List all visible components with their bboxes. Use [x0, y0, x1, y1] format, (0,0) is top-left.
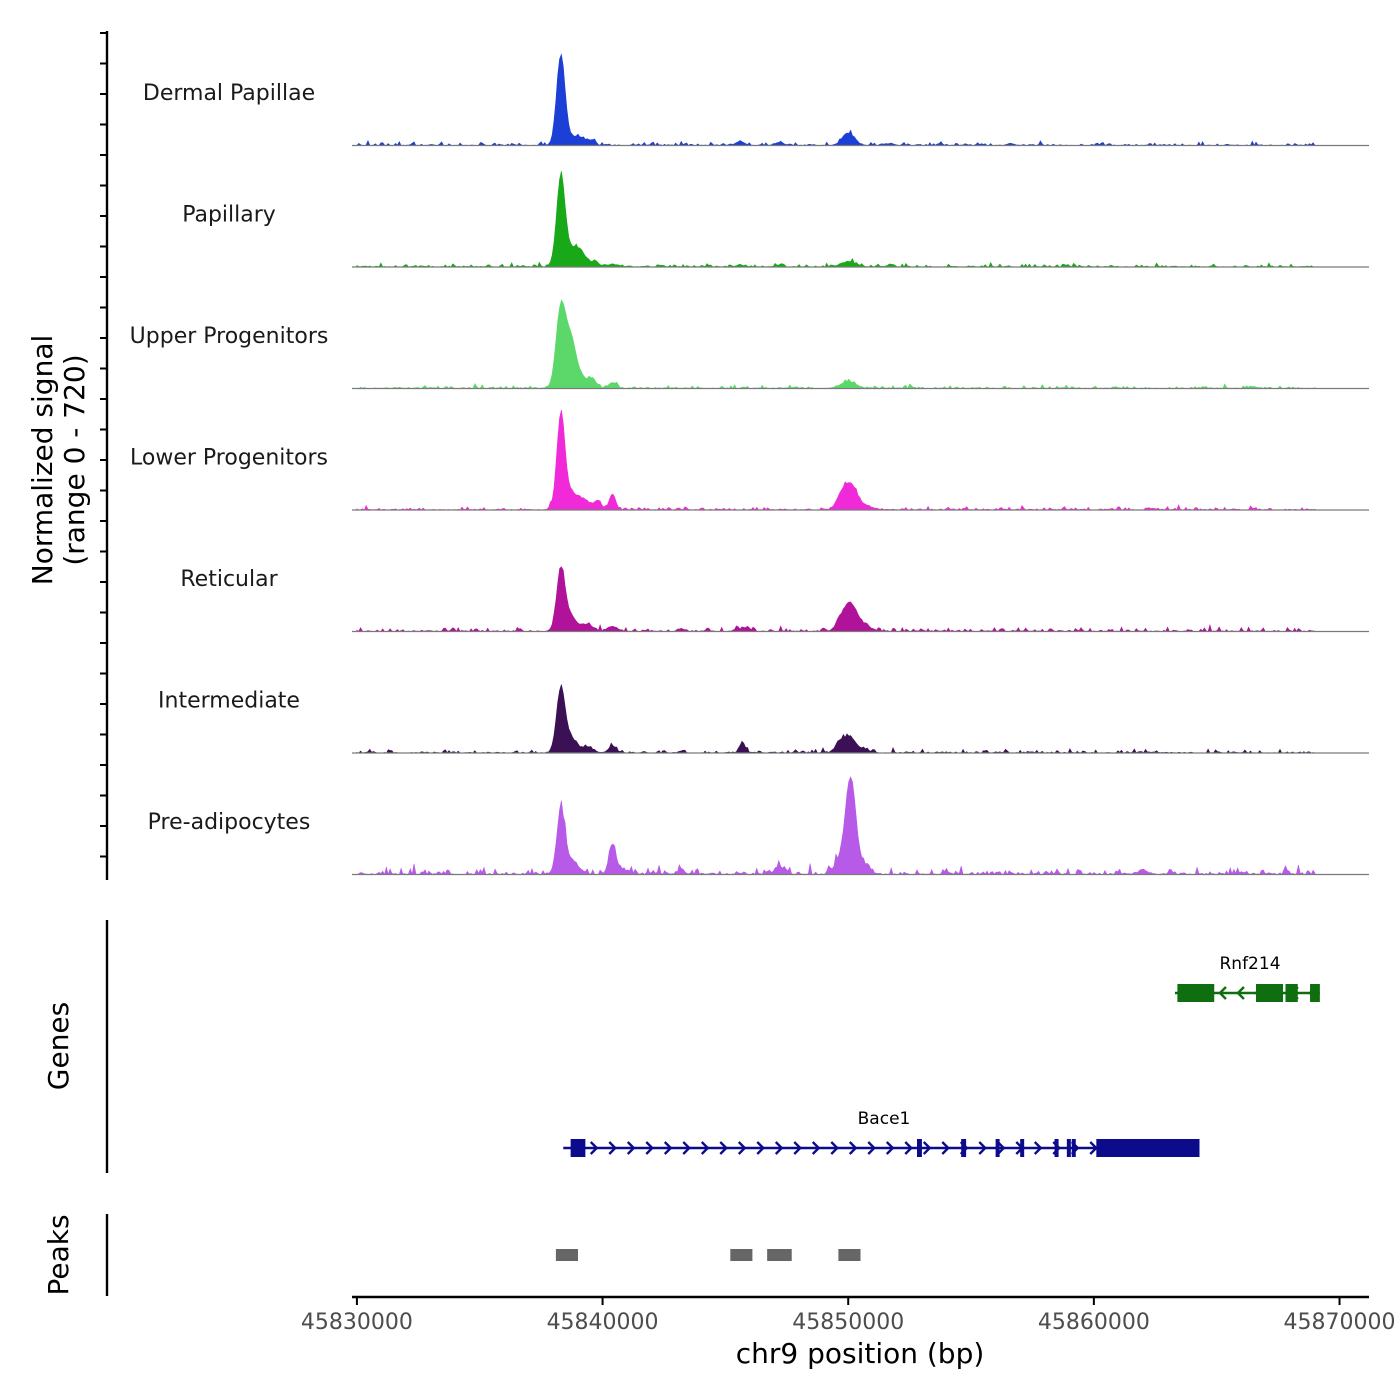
y-axis-title-line2: (range 0 - 720) — [58, 354, 91, 565]
strand-arrow — [978, 1141, 987, 1155]
strand-arrow — [922, 1141, 932, 1155]
strand-arrow — [867, 1141, 876, 1155]
x-tick-label: 45830000 — [301, 1310, 413, 1335]
track-papillary: Papillary — [182, 171, 1369, 268]
signal-area-upper-progenitors — [356, 299, 1316, 390]
x-tick-label: 45860000 — [1038, 1310, 1150, 1335]
signal-area-intermediate — [356, 684, 1316, 754]
strand-arrow — [1218, 986, 1227, 1000]
signal-area-pre-adipocytes — [356, 776, 1316, 876]
strand-arrow — [663, 1141, 673, 1155]
x-tick-label: 45870000 — [1284, 1310, 1396, 1335]
peak-region — [555, 1249, 578, 1261]
exon — [1285, 984, 1298, 1002]
track-pre-adipocytes: Pre-adipocytes — [148, 776, 1369, 876]
strand-arrow — [848, 1141, 858, 1155]
peaks-track — [555, 1249, 861, 1261]
exon — [1020, 1139, 1025, 1157]
strand-arrow — [608, 1141, 617, 1155]
peaks-panel-title: Peaks — [42, 1214, 75, 1295]
strand-arrow — [941, 1141, 950, 1155]
gene-rnf214: Rnf214 — [1174, 954, 1320, 1002]
strand-arrow — [756, 1141, 765, 1155]
exon — [961, 1139, 967, 1157]
gene-label: Rnf214 — [1219, 954, 1280, 974]
exon — [570, 1139, 586, 1157]
strand-arrow — [885, 1141, 895, 1155]
strand-arrow — [774, 1141, 784, 1155]
exon — [995, 1139, 1000, 1157]
strand-arrow — [793, 1141, 802, 1155]
strand-arrow — [811, 1141, 821, 1155]
coverage-tracks: Dermal Papillae Papillary Upper Progenitor… — [130, 53, 1369, 876]
exon — [1256, 984, 1284, 1002]
x-tick-label: 45840000 — [547, 1310, 659, 1335]
peak-region — [767, 1249, 792, 1261]
exon — [1066, 1139, 1071, 1157]
strand-arrow — [1089, 1141, 1098, 1155]
gene-label: Bace1 — [858, 1109, 911, 1129]
track-upper-progenitors: Upper Progenitors — [130, 299, 1369, 390]
coverage-y-ticks — [100, 32, 107, 858]
exon — [917, 1139, 922, 1157]
strand-arrow — [645, 1141, 654, 1155]
exon — [1310, 984, 1320, 1002]
track-label: Pre-adipocytes — [148, 810, 311, 835]
strand-arrow — [1033, 1141, 1043, 1155]
exon — [1071, 1139, 1076, 1157]
strand-arrow — [830, 1141, 839, 1155]
x-axis-ticks: 45830000 45840000 45850000 45860000 45870000 — [301, 1297, 1396, 1335]
track-label: Upper Progenitors — [130, 324, 329, 349]
track-dermal-papillae: Dermal Papillae — [143, 53, 1369, 147]
strand-arrow — [589, 1141, 599, 1155]
track-label: Dermal Papillae — [143, 81, 315, 106]
y-axis-title-line1: Normalized signal — [26, 335, 59, 586]
track-label: Lower Progenitors — [130, 446, 328, 471]
exon — [1177, 984, 1215, 1002]
strand-arrow — [700, 1141, 710, 1155]
gene-bace1: Bace1 — [563, 1109, 1200, 1157]
strand-arrow — [904, 1141, 913, 1155]
strand-arrow — [996, 1141, 1006, 1155]
track-label: Reticular — [180, 567, 278, 592]
signal-area-reticular — [356, 566, 1316, 633]
track-reticular: Reticular — [180, 566, 1369, 633]
signal-area-lower-progenitors — [356, 409, 1316, 511]
track-label: Intermediate — [158, 689, 300, 714]
signal-area-papillary — [356, 171, 1316, 268]
exon — [1054, 1139, 1059, 1157]
peak-region — [730, 1249, 753, 1261]
track-lower-progenitors: Lower Progenitors — [130, 409, 1369, 511]
track-intermediate: Intermediate — [158, 684, 1369, 754]
genes-track: Rnf214 Bace1 — [563, 954, 1320, 1157]
strand-arrow — [682, 1141, 691, 1155]
track-label: Papillary — [182, 203, 276, 228]
x-axis-title: chr9 position (bp) — [736, 1337, 985, 1370]
genes-panel-title: Genes — [42, 1002, 75, 1090]
x-tick-label: 45850000 — [792, 1310, 904, 1335]
strand-arrow — [719, 1141, 728, 1155]
signal-area-dermal-papillae — [356, 53, 1316, 147]
strand-arrow — [737, 1141, 747, 1155]
strand-arrow — [1236, 986, 1245, 1000]
peak-region — [838, 1249, 861, 1261]
strand-arrow — [626, 1141, 636, 1155]
exon — [1096, 1139, 1200, 1157]
